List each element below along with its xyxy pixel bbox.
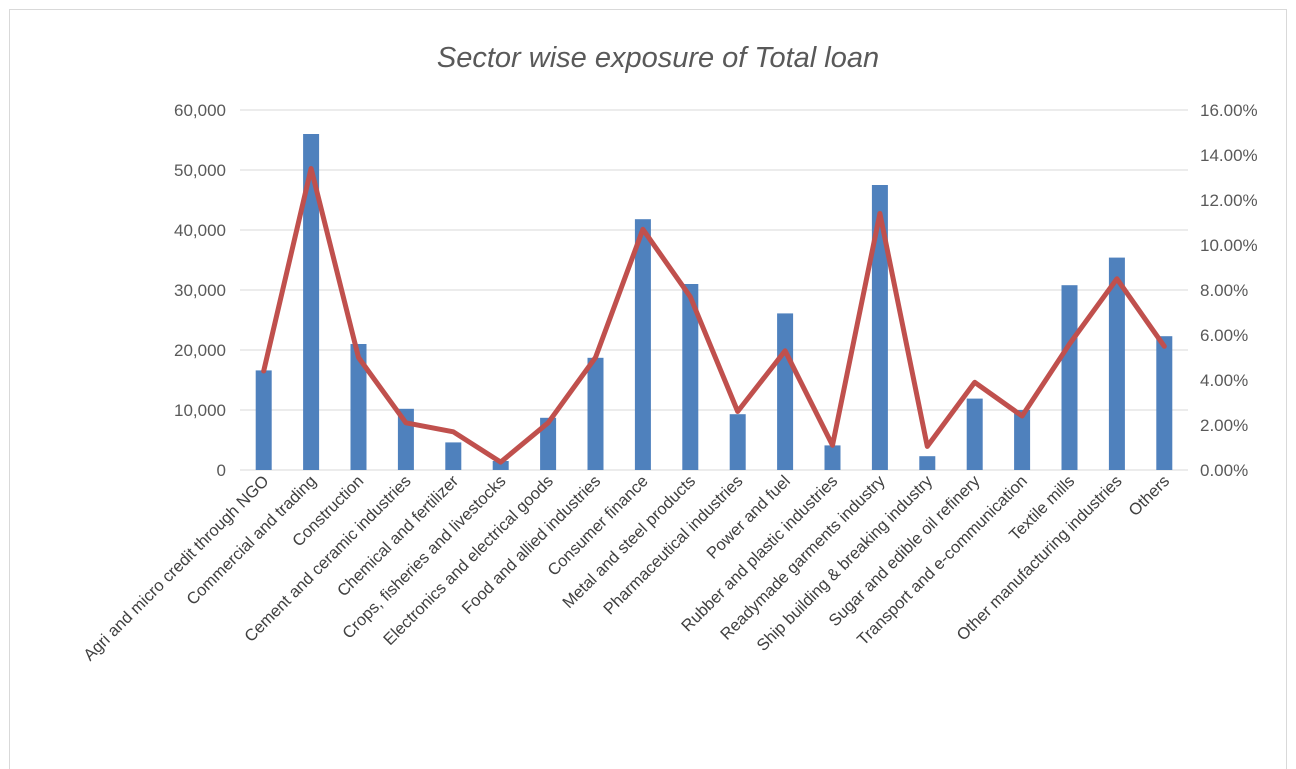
x-tick-label: Electronics and electrical goods (380, 472, 557, 649)
y-tick-label: 50,000 (174, 161, 226, 180)
left-axis-ticks: 0 10,000 20,000 30,000 40,000 50,000 60,000 (174, 101, 226, 480)
gridlines (240, 110, 1188, 470)
bar (825, 445, 841, 470)
bar (1156, 336, 1172, 470)
bar (445, 442, 461, 470)
x-tick-label: Others (1125, 472, 1173, 520)
bar (730, 414, 746, 470)
x-tick-label: Power and fuel (703, 472, 794, 563)
bar-series (256, 134, 1173, 470)
y2-tick-label: 8.00% (1200, 281, 1248, 300)
y-tick-label: 40,000 (174, 221, 226, 240)
bar (919, 456, 935, 470)
y2-tick-label: 2.00% (1200, 416, 1248, 435)
right-axis-ticks: 0.00% 2.00% 4.00% 6.00% 8.00% 10.00% 12.00% 14.… (1200, 101, 1258, 480)
bar (256, 370, 272, 470)
y2-tick-label: 14.00% (1200, 146, 1258, 165)
category-labels: Agri and micro credit through NGOCommerc… (80, 472, 1173, 665)
bar (777, 313, 793, 470)
bar (872, 185, 888, 470)
bar (635, 219, 651, 470)
bar (1062, 285, 1078, 470)
bar (1014, 410, 1030, 470)
y2-tick-label: 6.00% (1200, 326, 1248, 345)
y-tick-label: 30,000 (174, 281, 226, 300)
y2-tick-label: 16.00% (1200, 101, 1258, 120)
y-tick-label: 20,000 (174, 341, 226, 360)
y2-tick-label: 10.00% (1200, 236, 1258, 255)
bar (588, 358, 604, 470)
y-tick-label: 0 (217, 461, 226, 480)
y-tick-label: 10,000 (174, 401, 226, 420)
y2-tick-label: 4.00% (1200, 371, 1248, 390)
chart-title: Sector wise exposure of Total loan (437, 42, 879, 74)
bar (967, 399, 983, 470)
y-tick-label: 60,000 (174, 101, 226, 120)
y2-tick-label: 12.00% (1200, 191, 1258, 210)
y2-tick-label: 0.00% (1200, 461, 1248, 480)
x-tick-label: Transport and e-communication (854, 472, 1031, 649)
x-tick-label: Ship building & breaking industry (753, 472, 936, 655)
